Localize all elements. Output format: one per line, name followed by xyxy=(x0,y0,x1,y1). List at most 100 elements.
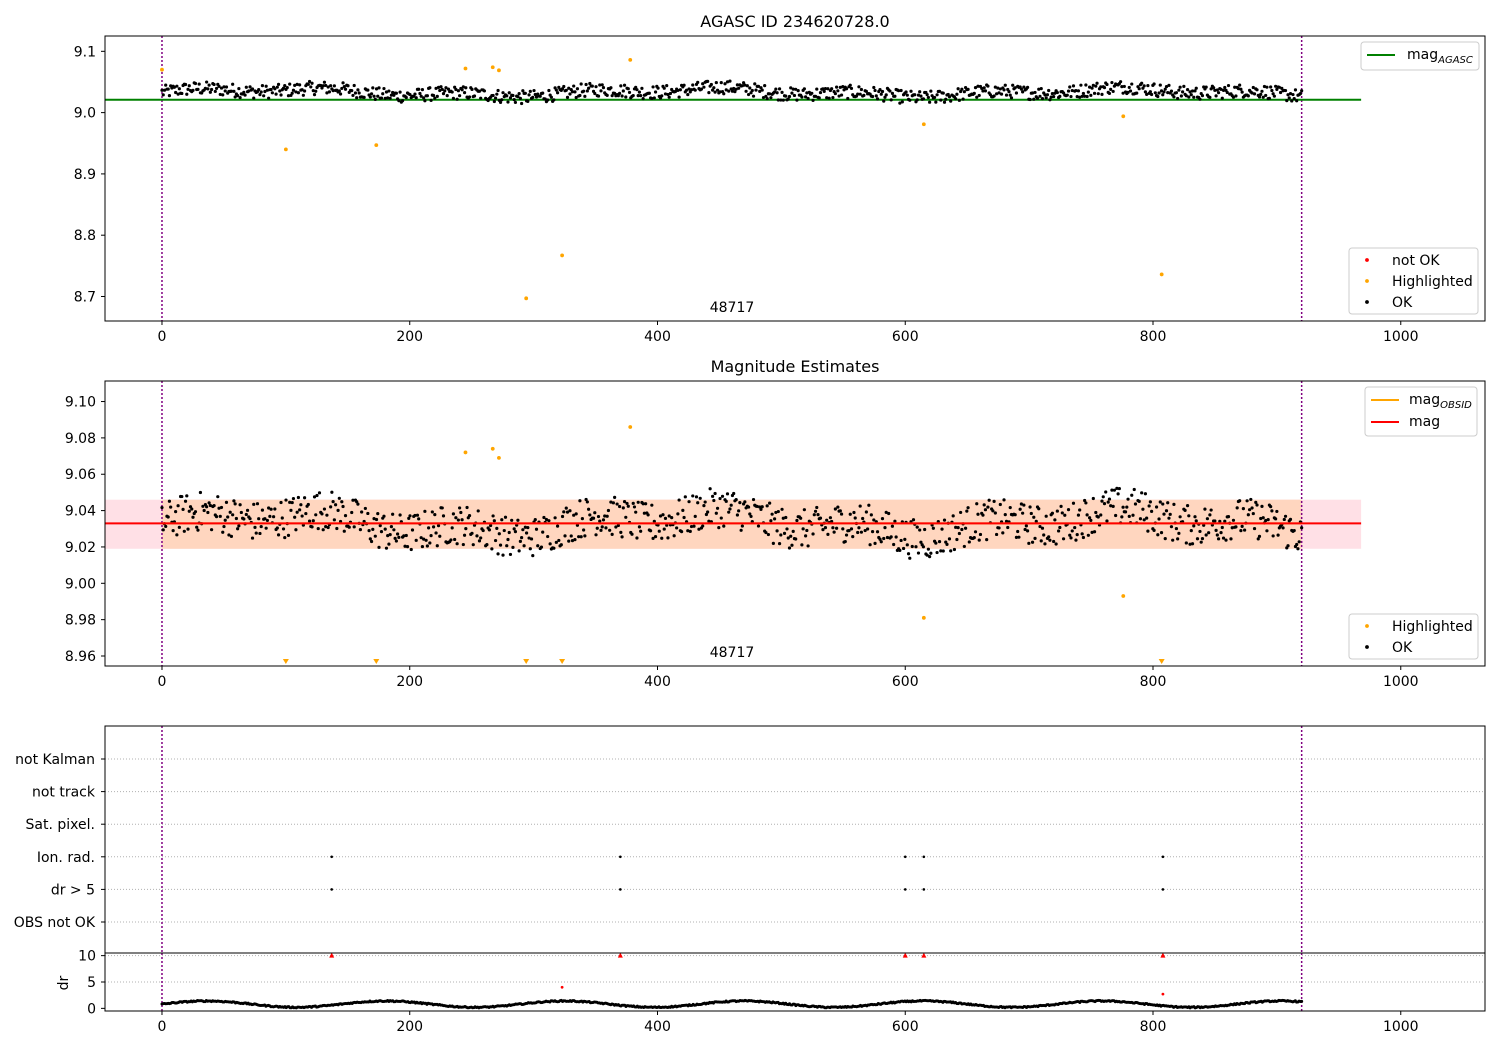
ok-point xyxy=(1094,510,1098,515)
ok-point xyxy=(569,534,573,538)
ok-point xyxy=(906,552,911,556)
ok-point xyxy=(873,541,877,546)
ok-point xyxy=(811,98,815,102)
ok-point xyxy=(1023,527,1027,532)
flag-point xyxy=(922,855,926,859)
ok-point xyxy=(371,86,375,90)
ok-point xyxy=(804,95,808,99)
ok-point xyxy=(1233,85,1237,89)
ok-point xyxy=(998,87,1002,91)
ok-point xyxy=(728,79,732,83)
ok-point xyxy=(842,88,846,92)
ok-point xyxy=(482,89,487,93)
ok-point xyxy=(539,545,544,549)
ok-point xyxy=(714,511,718,515)
ok-point xyxy=(299,503,303,507)
ok-point xyxy=(825,96,829,100)
ok-point xyxy=(1039,539,1043,543)
ok-point xyxy=(805,528,809,533)
ok-point xyxy=(1007,90,1011,94)
ok-point xyxy=(353,91,358,95)
ok-point xyxy=(404,95,408,100)
ok-point xyxy=(414,538,418,542)
ok-point xyxy=(1287,96,1291,100)
ok-point xyxy=(776,98,780,102)
ok-point xyxy=(242,517,246,521)
ok-point xyxy=(1300,999,1304,1003)
ok-point xyxy=(413,513,417,518)
ok-point xyxy=(187,84,191,88)
highlighted-point xyxy=(497,68,501,73)
ok-point xyxy=(1122,84,1126,89)
ok-point xyxy=(479,536,483,540)
ok-point xyxy=(1238,499,1242,503)
ok-point xyxy=(358,528,363,532)
ok-point xyxy=(1110,80,1114,85)
ok-point xyxy=(781,98,785,102)
ok-point xyxy=(1226,83,1231,88)
ok-point xyxy=(1190,542,1195,546)
ok-point xyxy=(417,517,421,521)
ok-point xyxy=(1158,83,1162,87)
ok-point xyxy=(492,519,496,523)
ok-point xyxy=(369,92,374,96)
ok-point xyxy=(1249,497,1253,502)
ok-point xyxy=(899,88,903,93)
ok-point xyxy=(911,518,916,522)
ok-point xyxy=(1265,85,1269,89)
ok-point xyxy=(1163,537,1167,541)
ok-point xyxy=(609,500,613,504)
ok-point xyxy=(1189,93,1193,97)
ok-point xyxy=(455,97,459,101)
ok-point xyxy=(1159,530,1164,535)
ok-point xyxy=(939,98,943,102)
ok-point xyxy=(903,537,907,541)
ok-point xyxy=(976,512,980,516)
ok-point xyxy=(1099,513,1103,517)
ok-point xyxy=(1250,91,1254,95)
ok-point xyxy=(605,93,609,97)
ok-point xyxy=(264,84,268,88)
ok-point xyxy=(890,524,895,528)
ok-point xyxy=(568,509,572,513)
ok-point xyxy=(774,87,778,91)
ok-point xyxy=(228,510,232,514)
ok-point xyxy=(258,93,262,97)
ok-point xyxy=(658,514,663,518)
ok-point xyxy=(830,519,834,524)
ok-point xyxy=(573,538,577,542)
ok-point xyxy=(574,512,578,516)
ok-point xyxy=(1172,95,1176,99)
ok-point xyxy=(1265,529,1269,533)
ok-point xyxy=(389,93,394,97)
ok-point xyxy=(1130,493,1134,497)
ok-point xyxy=(425,94,429,98)
ok-point xyxy=(676,88,680,93)
highlighted-point xyxy=(628,425,633,429)
ok-point xyxy=(177,525,181,529)
ok-point xyxy=(1102,502,1107,506)
ok-point xyxy=(552,546,556,550)
ok-point xyxy=(562,84,566,89)
ok-point xyxy=(512,527,516,531)
ok-point xyxy=(1037,507,1041,511)
ok-point xyxy=(794,87,798,91)
ok-point xyxy=(728,507,732,511)
ok-point xyxy=(262,94,266,98)
ok-point xyxy=(1295,99,1299,103)
ok-point xyxy=(941,91,945,95)
ok-point xyxy=(479,96,483,100)
ok-point xyxy=(1022,85,1026,89)
ok-point xyxy=(363,506,367,511)
ok-point xyxy=(190,507,194,511)
ok-point xyxy=(879,540,883,544)
ok-point xyxy=(408,92,412,97)
ok-point xyxy=(320,512,324,516)
ok-point xyxy=(1219,87,1223,91)
ok-point xyxy=(1053,518,1057,522)
ok-point xyxy=(1184,94,1188,98)
ok-point xyxy=(1153,91,1157,95)
ok-point xyxy=(843,539,847,544)
ok-point xyxy=(1058,525,1062,530)
ok-point xyxy=(1212,86,1216,90)
